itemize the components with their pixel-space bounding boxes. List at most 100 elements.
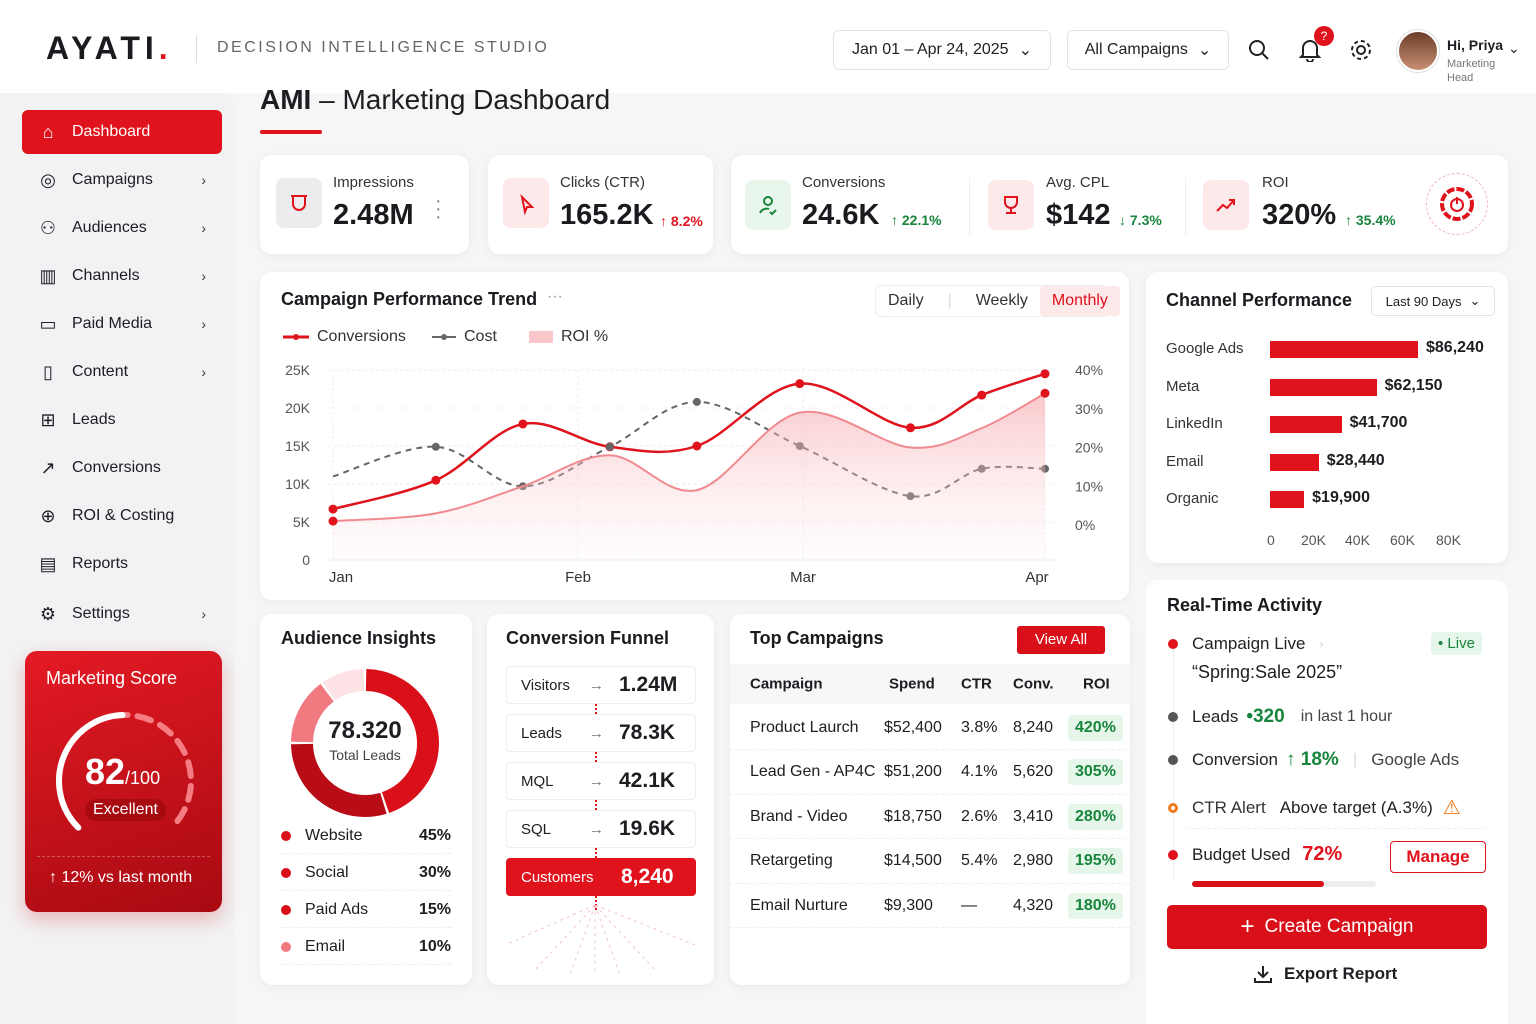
chevron-right-icon: › <box>201 220 206 236</box>
sidebar-item-label: Content <box>72 363 129 380</box>
trophy-icon <box>988 180 1034 230</box>
avatar[interactable] <box>1397 30 1439 72</box>
sidebar-item-audiences[interactable]: ⚇ Audiences › <box>22 206 222 250</box>
gear-icon[interactable] <box>1347 36 1375 64</box>
activity-ctr-alert: CTR Alert Above target (A.3%) ⚠ <box>1168 795 1461 820</box>
data-point[interactable] <box>906 423 916 433</box>
data-point[interactable] <box>692 441 702 451</box>
conversion-value: ↑ 18% <box>1286 749 1339 770</box>
sidebar-item-reports[interactable]: ▤ Reports <box>22 542 222 586</box>
period-daily[interactable]: Daily <box>888 292 924 309</box>
y-tick-label: 10K <box>285 476 311 492</box>
column-header[interactable]: Spend <box>889 675 935 693</box>
channel-bar[interactable] <box>1270 453 1319 471</box>
sidebar-item-roi-costing[interactable]: ⊕ ROI & Costing <box>22 494 222 538</box>
sidebar-item-conversions[interactable]: ↗ Conversions <box>22 446 222 490</box>
funnel-stage[interactable]: MQL → 42.1K <box>506 762 696 800</box>
channel-value: $41,700 <box>1349 414 1408 431</box>
sidebar-item-dashboard[interactable]: ⌂ Dashboard <box>22 110 222 154</box>
kpi-label: ROI <box>1262 174 1289 191</box>
more-icon[interactable]: ··· <box>435 190 442 228</box>
cell-campaign: Product Laurch <box>750 718 859 736</box>
column-header[interactable]: Campaign <box>750 675 823 693</box>
campaigns-title: Top Campaigns <box>750 628 884 648</box>
table-row[interactable]: Lead Gen - AP4C $51,200 4.1% 5,620 305% <box>730 751 1130 795</box>
data-point[interactable] <box>977 390 987 400</box>
segment-pct: 30% <box>418 863 451 881</box>
sidebar-item-label: Paid Media <box>72 315 153 332</box>
column-header[interactable]: ROI <box>1083 675 1110 693</box>
more-icon[interactable]: ··· <box>547 288 563 305</box>
data-point[interactable] <box>328 504 338 514</box>
data-point[interactable] <box>795 379 805 389</box>
period-monthly[interactable]: Monthly <box>1039 286 1120 316</box>
export-report-button[interactable]: Export Report <box>1252 963 1397 985</box>
data-point[interactable] <box>518 419 528 429</box>
funnel-connector <box>595 700 597 910</box>
sidebar-item-settings[interactable]: ⚙ Settings › <box>22 592 222 636</box>
logo[interactable]: AYATI. <box>46 30 173 66</box>
table-row[interactable]: Retargeting $14,500 5.4% 2,980 195% <box>730 840 1130 884</box>
data-point[interactable] <box>605 442 614 451</box>
donut-segment-paid-ads[interactable] <box>291 683 335 743</box>
funnel-stage[interactable]: Customers 8,240 <box>506 858 696 896</box>
x-tick-label: 20K <box>1301 532 1326 548</box>
data-point[interactable] <box>328 516 338 526</box>
channel-bar[interactable] <box>1270 341 1418 358</box>
column-header[interactable]: CTR <box>961 675 992 693</box>
sidebar-item-campaigns[interactable]: ◎ Campaigns › <box>22 158 222 202</box>
table-row[interactable]: Product Laurch $52,400 3.8% 8,240 420% <box>730 706 1130 750</box>
sidebar-item-content[interactable]: ▯ Content › <box>22 350 222 394</box>
create-campaign-button[interactable]: + Create Campaign <box>1167 905 1487 949</box>
campaign-filter[interactable]: All Campaigns ⌄ <box>1067 30 1229 70</box>
donut-segment-website[interactable] <box>365 669 439 813</box>
roi-area <box>333 393 1045 560</box>
funnel-rays <box>504 905 696 975</box>
manage-button[interactable]: Manage <box>1390 841 1486 873</box>
data-point[interactable] <box>431 442 440 451</box>
channel-bar[interactable] <box>1270 491 1305 508</box>
data-point[interactable] <box>1040 369 1050 379</box>
cell-ctr: — <box>961 896 977 914</box>
export-label: Export Report <box>1284 964 1398 983</box>
cell-campaign: Brand - Video <box>750 807 848 825</box>
legend-dot <box>281 867 291 878</box>
funnel-stage[interactable]: Leads → 78.3K <box>506 714 696 752</box>
data-point[interactable] <box>692 397 701 406</box>
sidebar-item-leads[interactable]: ⊞ Leads <box>22 398 222 442</box>
view-all-button[interactable]: View All <box>1017 626 1105 654</box>
kpi-label: Avg. CPL <box>1046 174 1110 191</box>
date-range-label: Jan 01 – Apr 24, 2025 <box>852 41 1009 58</box>
column-header[interactable]: Conv. <box>1013 675 1054 693</box>
funnel-stage[interactable]: Visitors → 1.24M <box>506 666 696 704</box>
period-weekly[interactable]: Weekly <box>975 292 1028 309</box>
donut-segment-social[interactable] <box>291 743 387 817</box>
trend-up-icon <box>1203 180 1249 230</box>
channel-bar[interactable] <box>1270 416 1342 433</box>
period-toggle: Daily | Weekly Monthly <box>875 285 1120 317</box>
data-point[interactable] <box>431 475 441 485</box>
y-tick-label: 0 <box>302 552 310 568</box>
range-select[interactable]: Last 90 Days ⌄ <box>1371 286 1495 316</box>
cell-spend: $14,500 <box>884 852 942 869</box>
kpi-delta: ↑ 22.1% <box>891 212 942 228</box>
bell-icon[interactable] <box>1296 36 1324 64</box>
table-row[interactable]: Brand - Video $18,750 2.6% 3,410 280% <box>730 795 1130 839</box>
score-gauge <box>56 712 194 831</box>
chevron-down-icon[interactable]: ⌄ <box>1508 40 1520 56</box>
date-range-picker[interactable]: Jan 01 – Apr 24, 2025 ⌄ <box>833 30 1051 70</box>
globe-icon: ◎ <box>40 169 56 190</box>
segment-name: Social <box>305 863 349 881</box>
data-point[interactable] <box>1040 388 1050 398</box>
sidebar-item-label: ROI & Costing <box>72 507 175 524</box>
budget-progress <box>1192 881 1376 887</box>
table-row[interactable]: Email Nurture $9,300 — 4,320 180% <box>730 884 1130 928</box>
channel-bar[interactable] <box>1270 378 1377 396</box>
sidebar-item-paid-media[interactable]: ▭ Paid Media › <box>22 302 222 346</box>
user-greeting[interactable]: Hi, Priya <box>1447 37 1504 53</box>
funnel-stage[interactable]: SQL → 19.6K <box>506 810 696 848</box>
donut-segment-email[interactable] <box>322 669 365 701</box>
sidebar-item-channels[interactable]: ▥ Channels › <box>22 254 222 298</box>
channel-name: LinkedIn <box>1166 415 1223 432</box>
search-icon[interactable] <box>1245 36 1273 64</box>
